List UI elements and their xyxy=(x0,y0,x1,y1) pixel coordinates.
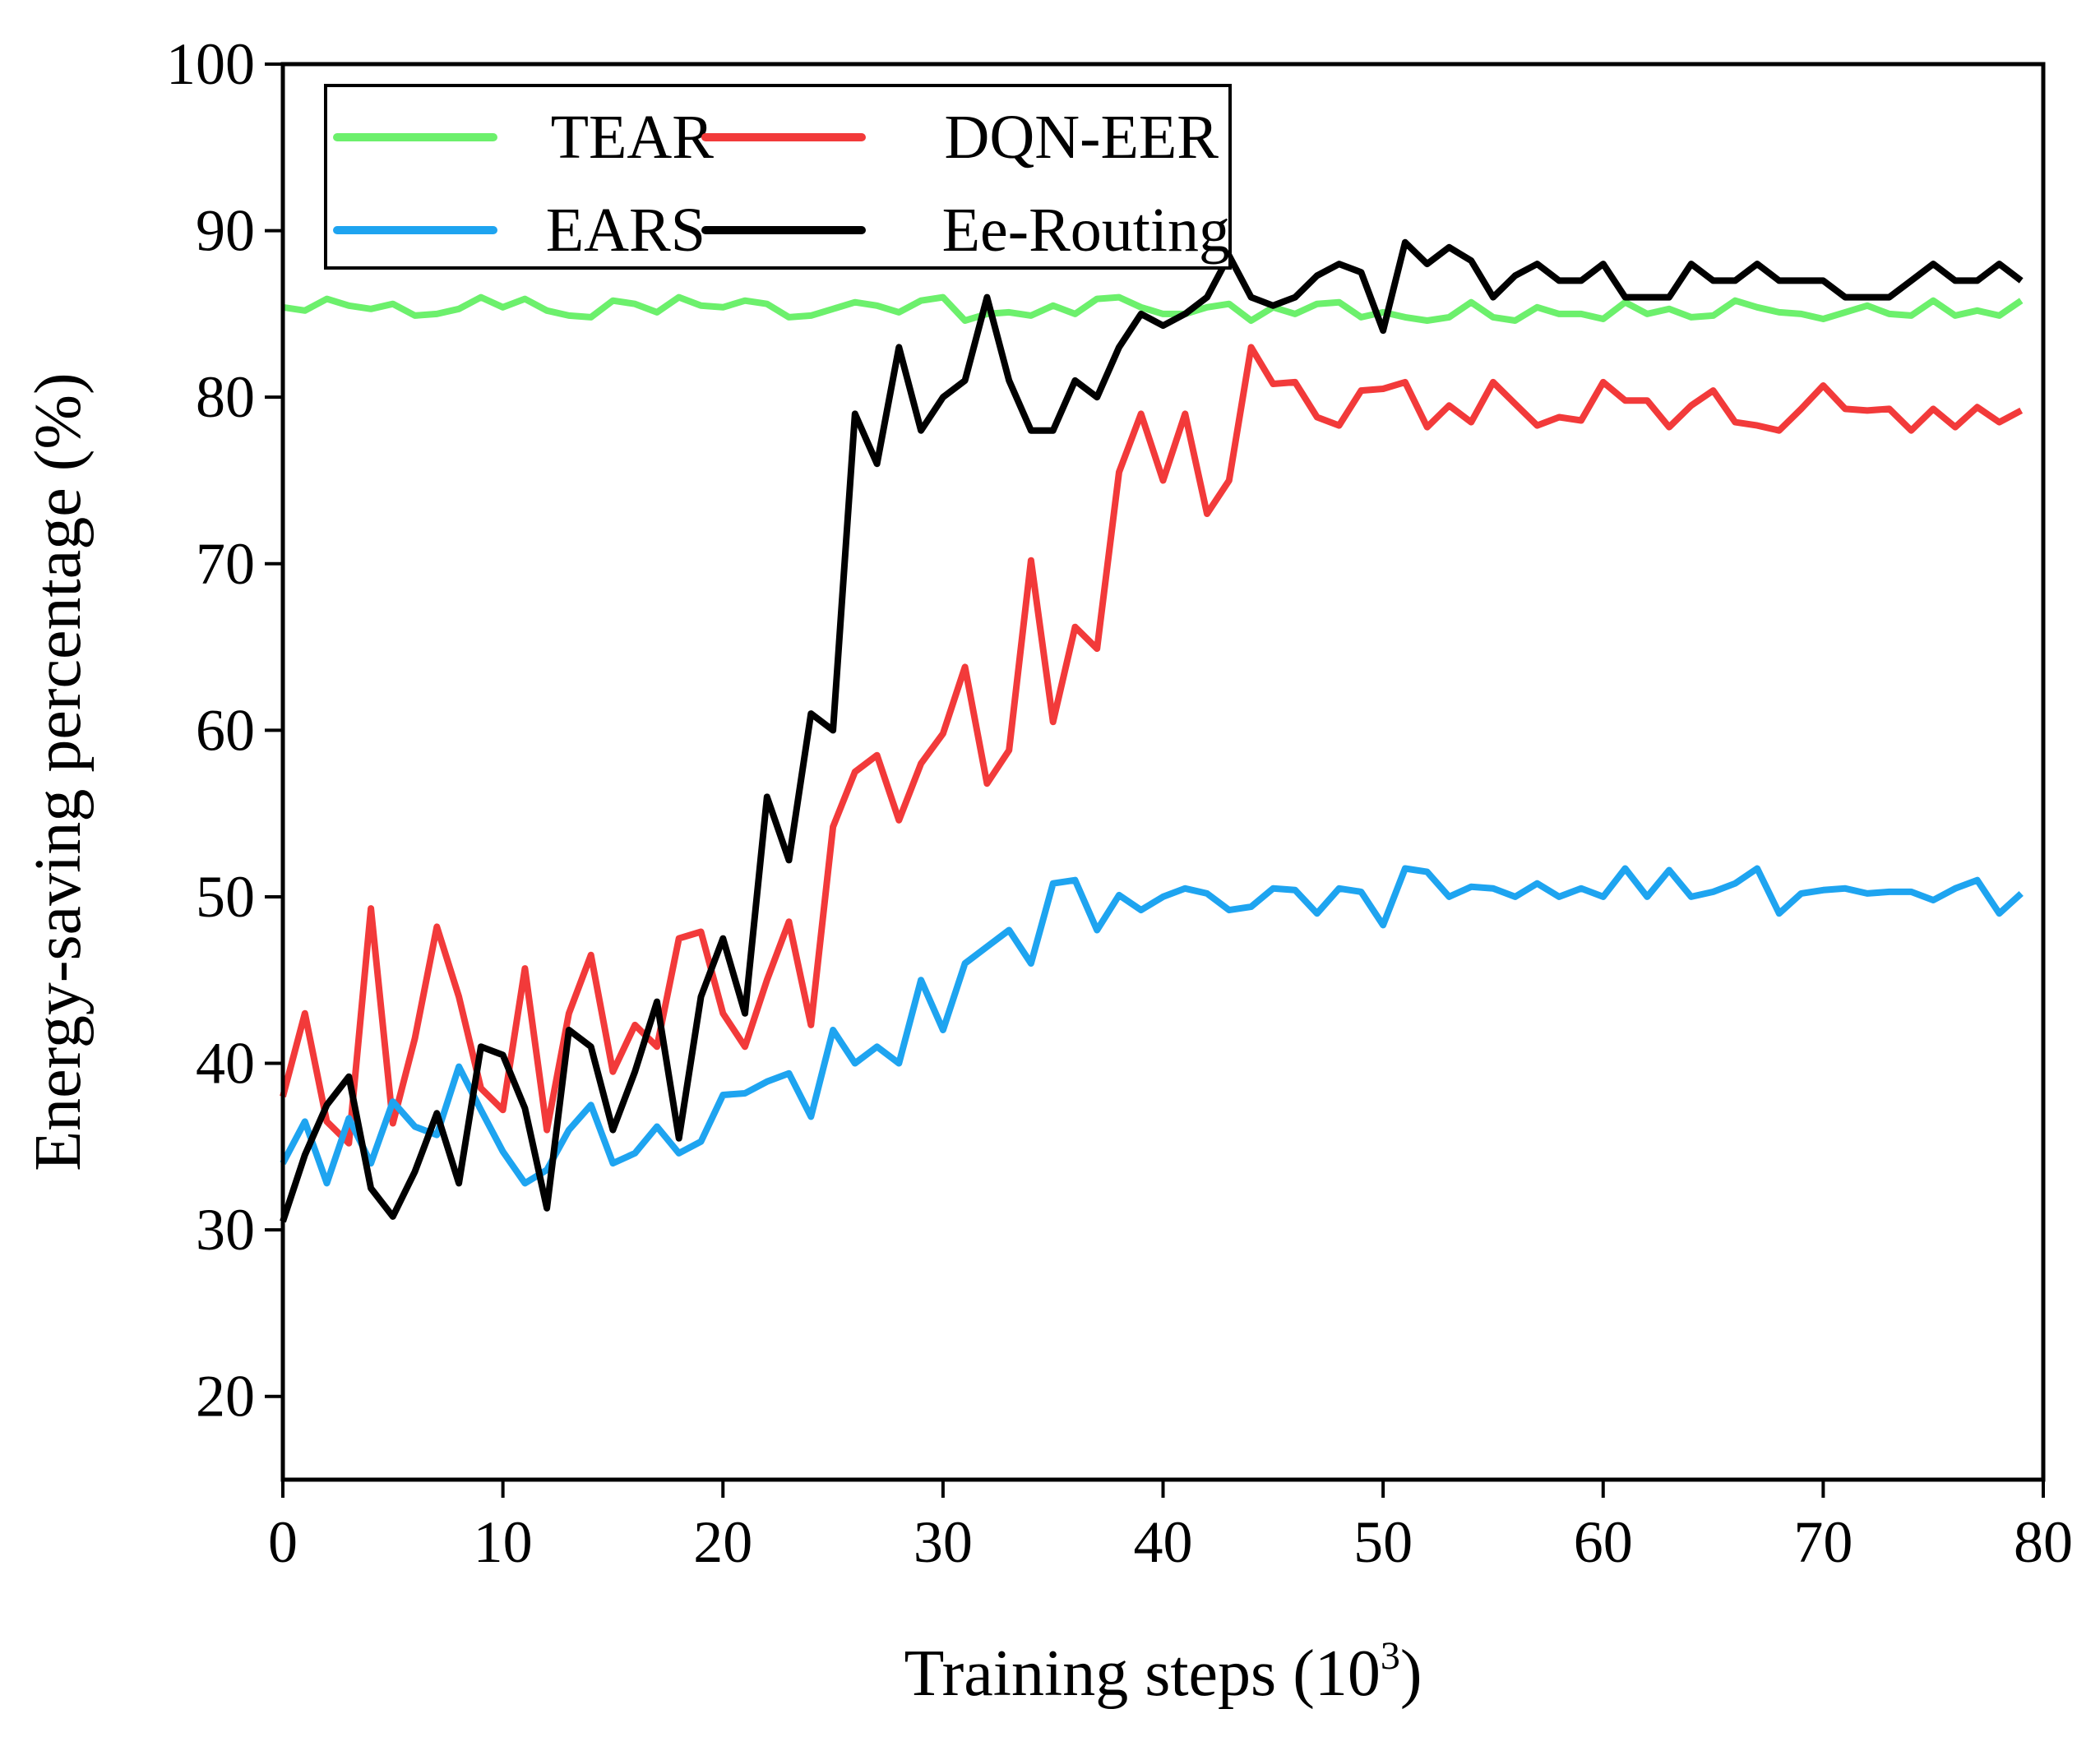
x-axis-title-suffix: ) xyxy=(1400,1637,1422,1710)
y-tick-label: 40 xyxy=(196,1031,255,1097)
ticks-layer: 0 10 20 30 40 50 60 70 80 20 30 40 50 60 70 80 90 100 xyxy=(166,31,2073,1575)
y-tick-label: 50 xyxy=(196,864,255,930)
series-line-ee-routing xyxy=(280,238,2024,1223)
x-tick-label: 0 xyxy=(268,1509,298,1575)
x-axis-title-superscript: 3 xyxy=(1381,1634,1400,1678)
x-tick-label: 10 xyxy=(474,1509,533,1575)
series-line-dqn-eer xyxy=(280,344,2024,1147)
x-tick-label: 80 xyxy=(2014,1509,2073,1575)
series-line-tear xyxy=(282,293,2024,324)
y-tick-label: 70 xyxy=(196,531,255,597)
legend-box xyxy=(324,84,1232,270)
x-tick-label: 30 xyxy=(914,1509,973,1575)
series-layer xyxy=(280,238,2024,1223)
x-tick-label: 50 xyxy=(1353,1509,1413,1575)
legend-label-ears: EARS xyxy=(546,196,705,265)
legend-label-ee-routing: Ee-Routing xyxy=(942,196,1230,265)
legend-label-dqn-eer: DQN-EER xyxy=(944,103,1219,172)
y-tick-label: 100 xyxy=(166,31,255,97)
y-axis-title: Energy-saving percentage (%) xyxy=(22,372,95,1171)
x-tick-label: 20 xyxy=(693,1509,752,1575)
y-tick-label: 90 xyxy=(196,198,255,264)
y-tick-label: 30 xyxy=(196,1197,255,1263)
series-line-ears xyxy=(280,865,2024,1187)
x-tick-label: 60 xyxy=(1574,1509,1633,1575)
y-tick-label: 80 xyxy=(196,364,255,430)
x-tick-label: 70 xyxy=(1793,1509,1853,1575)
y-tick-label: 60 xyxy=(196,697,255,763)
x-tick-label: 40 xyxy=(1134,1509,1193,1575)
x-axis-title: Training steps (103) xyxy=(904,1634,1422,1710)
legend: TEAR DQN-EER EARS Ee-Routing xyxy=(324,84,1232,270)
legend-label-tear: TEAR xyxy=(551,103,715,172)
y-tick-label: 20 xyxy=(196,1364,255,1430)
x-axis-title-text: Training steps (10 xyxy=(904,1637,1381,1710)
